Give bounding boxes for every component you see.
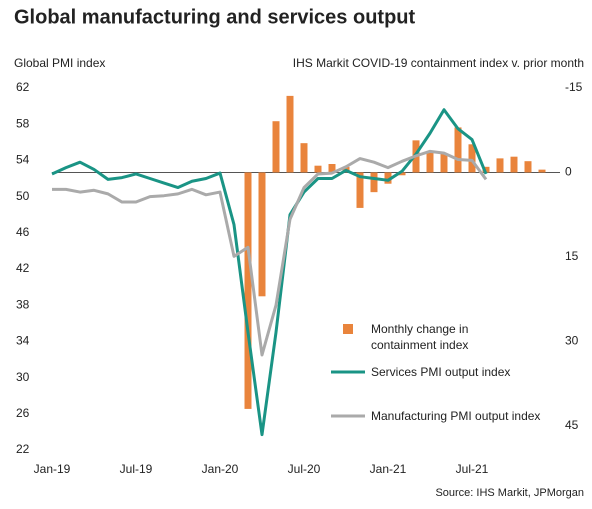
bar	[538, 169, 546, 173]
y-tick-label: 46	[16, 225, 30, 239]
bar	[356, 172, 364, 208]
legend-swatch	[343, 324, 353, 334]
bar	[384, 172, 392, 184]
bar	[398, 172, 406, 176]
y-tick-label: 42	[16, 261, 30, 275]
bar	[272, 121, 280, 173]
bar	[244, 172, 252, 409]
bar	[370, 172, 378, 193]
bar	[496, 158, 504, 173]
y2-axis-label: IHS Markit COVID-19 containment index v.…	[293, 56, 584, 70]
legend-entry: Manufacturing PMI output index	[371, 409, 541, 423]
y-tick-label: 62	[16, 80, 30, 94]
chart-title: Global manufacturing and services output	[14, 6, 416, 28]
y-tick-label: 30	[16, 370, 30, 384]
bar	[440, 153, 448, 173]
bar	[328, 164, 336, 173]
x-tick-label: Jul-21	[456, 462, 489, 476]
y2-tick-label: 45	[565, 418, 579, 432]
x-tick-label: Jul-19	[120, 462, 153, 476]
y-tick-label: 54	[16, 153, 30, 167]
y2-tick-label: -15	[565, 80, 583, 94]
x-tick-label: Jan-19	[34, 462, 71, 476]
bar	[258, 172, 266, 297]
bar	[426, 151, 434, 173]
y-tick-label: 22	[16, 442, 30, 456]
x-tick-label: Jul-20	[288, 462, 321, 476]
y2-tick-label: 30	[565, 334, 579, 348]
y-axis-label: Global PMI index	[14, 56, 105, 70]
x-tick-label: Jan-20	[202, 462, 239, 476]
y-tick-label: 34	[16, 334, 30, 348]
bar	[482, 166, 490, 173]
y2-tick-label: 15	[565, 249, 579, 263]
bar	[314, 165, 322, 173]
x-tick-label: Jan-21	[370, 462, 407, 476]
line	[51, 108, 488, 437]
bar	[300, 143, 308, 173]
y-tick-label: 50	[16, 189, 30, 203]
y2-tick-label: 0	[565, 165, 572, 179]
bar	[510, 156, 518, 173]
bar	[524, 161, 532, 173]
legend-entry: Services PMI output index	[371, 365, 511, 379]
legend-entry: Monthly change in containment index	[371, 322, 469, 352]
bar	[454, 127, 462, 173]
y-tick-label: 26	[16, 406, 30, 420]
y-tick-label: 58	[16, 116, 30, 130]
y-tick-label: 38	[16, 297, 30, 311]
bar	[286, 95, 294, 173]
line	[52, 149, 488, 357]
source: Source: IHS Markit, JPMorgan	[435, 487, 584, 499]
bar	[468, 144, 476, 173]
